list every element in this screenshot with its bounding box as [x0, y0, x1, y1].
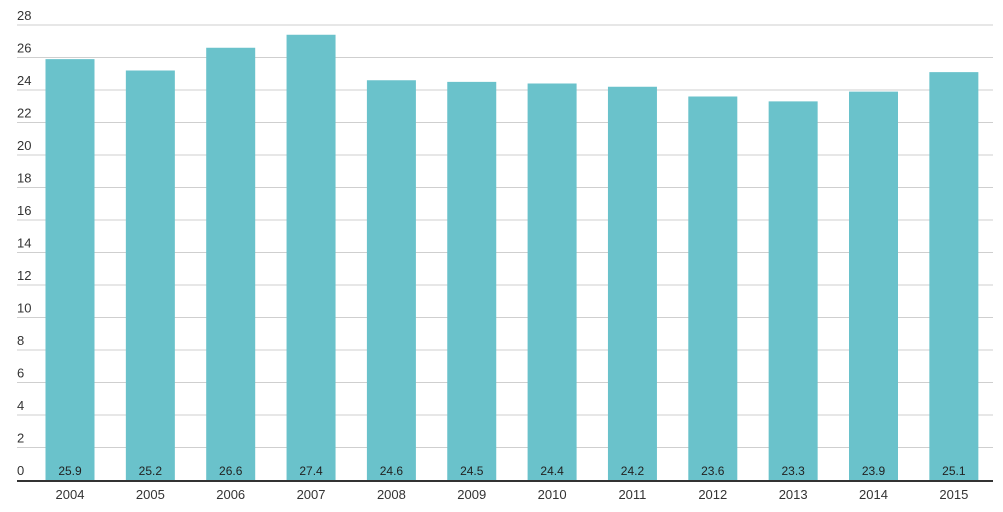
data-label: 24.2 [621, 464, 645, 478]
bar [206, 47, 256, 480]
data-label: 27.4 [299, 464, 323, 478]
y-tick-label: 24 [17, 73, 31, 88]
x-tick-label: 2011 [618, 487, 646, 502]
y-tick-label: 4 [17, 398, 24, 413]
x-tick-label: 2004 [56, 487, 85, 502]
y-tick-label: 14 [17, 236, 31, 251]
y-tick-label: 0 [17, 463, 24, 478]
x-axis-ticks: 2004 2005 2006 2007 2008 2009 2010 2011 2012 2013… [56, 487, 969, 502]
data-label: 25.9 [58, 464, 82, 478]
bar [688, 96, 738, 480]
data-label: 25.1 [942, 464, 966, 478]
bar [125, 70, 175, 480]
bars [45, 34, 979, 480]
x-tick-label: 2006 [216, 487, 245, 502]
bar [849, 91, 898, 480]
y-tick-label: 18 [17, 171, 31, 186]
bar [929, 72, 979, 480]
bar [447, 81, 497, 480]
y-tick-label: 22 [17, 106, 31, 121]
y-tick-label: 28 [17, 8, 31, 23]
x-tick-label: 2012 [698, 487, 727, 502]
y-tick-label: 12 [17, 268, 31, 283]
y-tick-label: 26 [17, 41, 31, 56]
bar [768, 101, 818, 480]
y-tick-label: 8 [17, 333, 24, 348]
data-label: 23.3 [781, 464, 805, 478]
x-tick-label: 2008 [377, 487, 406, 502]
data-label: 25.2 [139, 464, 163, 478]
data-label: 26.6 [219, 464, 243, 478]
bar [527, 83, 577, 480]
y-tick-label: 16 [17, 203, 31, 218]
data-labels: 25.9 25.2 26.6 27.4 24.6 24.5 24.4 24.2 23.6 23.3… [58, 464, 966, 478]
data-label: 24.4 [540, 464, 564, 478]
bar [366, 80, 416, 480]
y-tick-label: 6 [17, 366, 24, 381]
x-tick-label: 2009 [457, 487, 486, 502]
x-tick-label: 2005 [136, 487, 165, 502]
x-tick-label: 2014 [859, 487, 888, 502]
x-tick-label: 2010 [538, 487, 567, 502]
gridlines [17, 24, 993, 448]
x-tick-label: 2013 [779, 487, 808, 502]
data-label: 23.9 [862, 464, 886, 478]
data-label: 24.6 [380, 464, 404, 478]
x-tick-label: 2015 [939, 487, 968, 502]
bar [286, 34, 336, 480]
data-label: 24.5 [460, 464, 484, 478]
bar [45, 59, 95, 480]
data-label: 23.6 [701, 464, 725, 478]
y-tick-label: 10 [17, 301, 31, 316]
bar [607, 86, 657, 480]
y-tick-label: 20 [17, 138, 31, 153]
y-tick-label: 2 [17, 431, 24, 446]
x-tick-label: 2007 [297, 487, 326, 502]
